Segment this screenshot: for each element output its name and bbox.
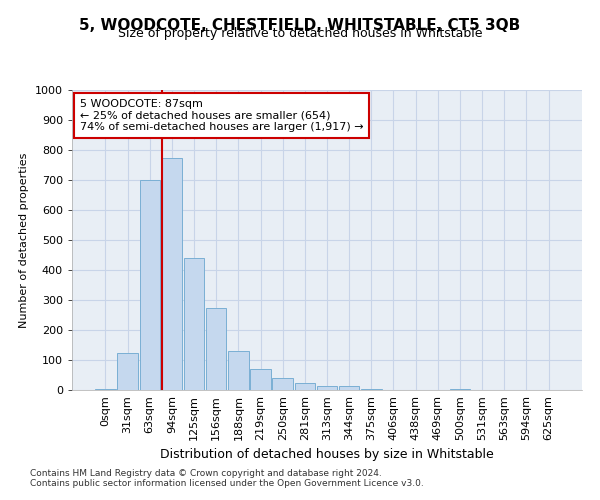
Bar (228, 351, 248, 390)
Bar (140, 180, 160, 390)
Bar (118, 352, 138, 390)
X-axis label: Distribution of detached houses by size in Whitstable: Distribution of detached houses by size … (160, 448, 494, 461)
Text: Size of property relative to detached houses in Whitstable: Size of property relative to detached ho… (118, 28, 482, 40)
Bar (295, 384, 315, 390)
Bar (184, 258, 204, 390)
Y-axis label: Number of detached properties: Number of detached properties (19, 152, 29, 328)
Text: 5 WOODCOTE: 87sqm
← 25% of detached houses are smaller (654)
74% of semi-detache: 5 WOODCOTE: 87sqm ← 25% of detached hous… (80, 99, 363, 132)
Bar (206, 308, 226, 390)
Bar (450, 388, 470, 390)
Bar (161, 158, 182, 390)
Text: Contains HM Land Registry data © Crown copyright and database right 2024.: Contains HM Land Registry data © Crown c… (30, 468, 382, 477)
Bar (361, 388, 382, 390)
Text: Contains public sector information licensed under the Open Government Licence v3: Contains public sector information licen… (30, 478, 424, 488)
Bar (95, 388, 116, 390)
Bar (250, 369, 271, 390)
Bar (317, 386, 337, 390)
Bar (339, 386, 359, 390)
Bar (272, 378, 293, 390)
Text: 5, WOODCOTE, CHESTFIELD, WHITSTABLE, CT5 3QB: 5, WOODCOTE, CHESTFIELD, WHITSTABLE, CT5… (79, 18, 521, 32)
